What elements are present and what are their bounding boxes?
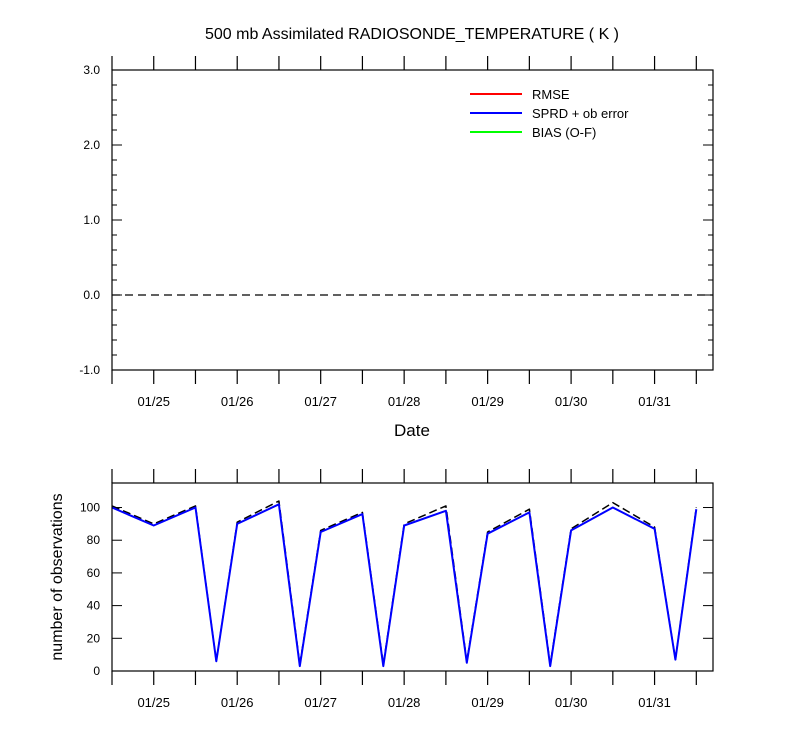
- x-tick-label: 01/30: [555, 695, 588, 710]
- top-x-tick-labels: 01/25 01/26 01/27 01/28 01/29 01/30 01/31: [137, 394, 670, 409]
- x-tick-label: 01/31: [638, 394, 671, 409]
- top-plot-area: [112, 70, 713, 370]
- bottom-y-tick-labels: 0 20 40 60 80 100: [80, 501, 100, 678]
- bottom-series: [111, 500, 698, 668]
- x-tick-label: 01/31: [638, 695, 671, 710]
- legend-label: BIAS (O-F): [532, 125, 596, 140]
- series-line-assimilated: [111, 503, 698, 668]
- x-tick-label: 01/30: [555, 394, 588, 409]
- x-tick-label: 01/29: [471, 695, 504, 710]
- bottom-x-tick-labels: 01/25 01/26 01/27 01/28 01/29 01/30 01/31: [137, 695, 670, 710]
- bottom-ticks: [111, 469, 713, 685]
- y-axis-label: number of observations: [49, 493, 66, 660]
- y-tick-label: 0.0: [83, 288, 100, 302]
- y-tick-label: 20: [87, 631, 101, 645]
- chart-title: 500 mb Assimilated RADIOSONDE_TEMPERATUR…: [205, 26, 619, 43]
- y-tick-label: 60: [87, 566, 101, 580]
- x-axis-label: Date: [394, 421, 430, 440]
- legend-label: RMSE: [532, 87, 570, 102]
- y-tick-label: 40: [87, 599, 101, 613]
- top-plot-frame: [111, 69, 714, 371]
- y-tick-label: 0: [93, 664, 100, 678]
- y-tick-label: 3.0: [83, 63, 100, 77]
- bottom-plot-frame: [111, 482, 714, 672]
- legend-label: SPRD + ob error: [532, 106, 629, 121]
- y-tick-label: -1.0: [79, 363, 100, 377]
- x-tick-label: 01/25: [137, 695, 170, 710]
- y-tick-label: 100: [80, 501, 100, 515]
- top-y-tick-labels: -1.0 0.0 1.0 2.0 3.0: [79, 63, 100, 377]
- x-tick-label: 01/26: [221, 394, 254, 409]
- y-tick-label: 1.0: [83, 213, 100, 227]
- x-tick-label: 01/27: [304, 695, 337, 710]
- x-tick-label: 01/28: [388, 394, 421, 409]
- y-tick-label: 80: [87, 533, 101, 547]
- x-tick-label: 01/28: [388, 695, 421, 710]
- legend: RMSE SPRD + ob error BIAS (O-F): [470, 87, 629, 140]
- x-tick-label: 01/29: [471, 394, 504, 409]
- y-tick-label: 2.0: [83, 138, 100, 152]
- x-tick-label: 01/27: [304, 394, 337, 409]
- x-tick-label: 01/26: [221, 695, 254, 710]
- x-tick-label: 01/25: [137, 394, 170, 409]
